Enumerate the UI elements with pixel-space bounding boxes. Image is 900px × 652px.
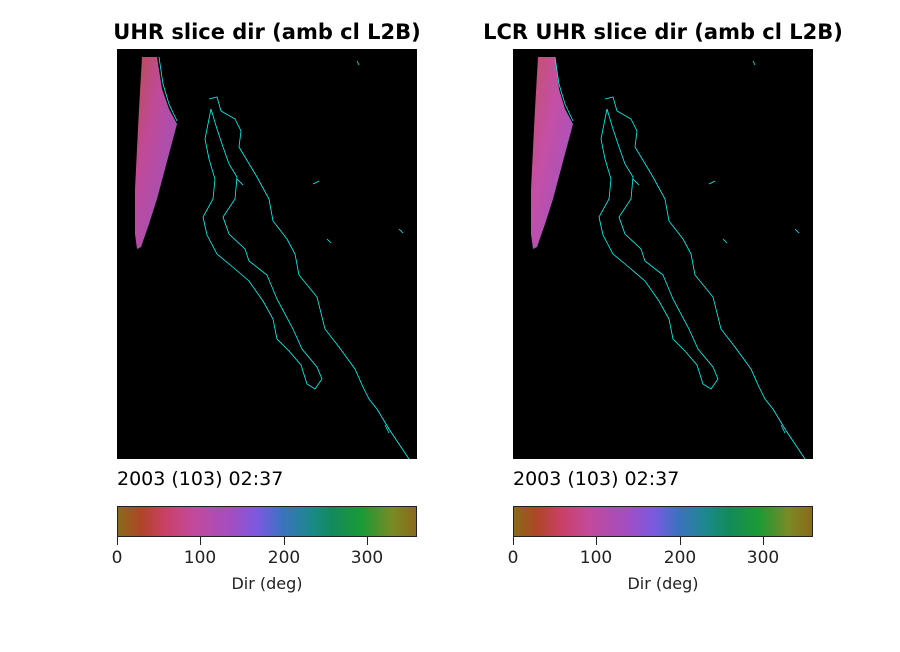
coastline bbox=[158, 56, 410, 459]
colorbar-label: Dir (deg) bbox=[627, 574, 699, 593]
panel-title: UHR slice dir (amb cl L2B) bbox=[113, 20, 421, 44]
timestamp: 2003 (103) 02:37 bbox=[513, 468, 680, 490]
colorbar-tick bbox=[596, 537, 597, 545]
colorbar-label: Dir (deg) bbox=[231, 574, 303, 593]
timestamp: 2003 (103) 02:37 bbox=[117, 468, 284, 490]
map-image bbox=[513, 49, 813, 459]
colorbar-tick bbox=[117, 537, 118, 545]
colorbar-tick-label: 300 bbox=[746, 548, 780, 568]
colorbar-tick bbox=[367, 537, 368, 545]
panel-title: LCR UHR slice dir (amb cl L2B) bbox=[483, 20, 843, 44]
colorbar-tick bbox=[200, 537, 201, 545]
colorbar-tick bbox=[284, 537, 285, 545]
map-image bbox=[117, 49, 417, 459]
colorbar-tick-label: 300 bbox=[350, 548, 384, 568]
colorbar-tick bbox=[763, 537, 764, 545]
colorbar-tick-label: 0 bbox=[507, 548, 519, 568]
coastline bbox=[598, 108, 719, 390]
coastline bbox=[554, 56, 806, 459]
wind-swath bbox=[531, 57, 573, 249]
colorbar-tick-label: 100 bbox=[183, 548, 217, 568]
colorbar-tick-label: 0 bbox=[111, 548, 123, 568]
panel-uhr: UHR slice dir (amb cl L2B) 2003 (103) 02… bbox=[67, 0, 467, 652]
colorbar-tick-label: 200 bbox=[663, 548, 697, 568]
colorbar-tick-label: 200 bbox=[267, 548, 301, 568]
colorbar bbox=[513, 506, 813, 537]
coastline bbox=[202, 108, 323, 390]
colorbar bbox=[117, 506, 417, 537]
colorbar-tick bbox=[513, 537, 514, 545]
wind-swath bbox=[135, 57, 177, 249]
colorbar-tick-label: 100 bbox=[579, 548, 613, 568]
panel-lcr-uhr: LCR UHR slice dir (amb cl L2B) 2003 (103… bbox=[463, 0, 863, 652]
colorbar-tick bbox=[680, 537, 681, 545]
